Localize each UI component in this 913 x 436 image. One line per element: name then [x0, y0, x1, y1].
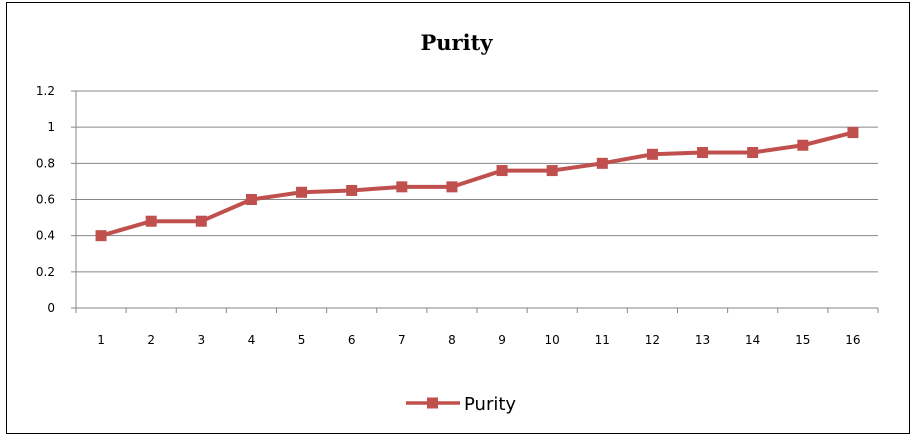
gridlines — [76, 90, 878, 273]
y-tick-label: 0.4 — [36, 229, 55, 243]
x-tick-label: 8 — [448, 333, 456, 347]
x-tick-label: 6 — [348, 333, 356, 347]
data-point-marker — [346, 184, 358, 196]
data-point-marker — [747, 146, 759, 158]
data-point-marker — [496, 165, 508, 177]
data-point-marker — [446, 181, 458, 193]
y-tick-label: 1 — [47, 120, 55, 134]
series-purity — [95, 127, 859, 242]
data-point-marker — [145, 215, 157, 227]
x-tick-label: 5 — [298, 333, 306, 347]
y-tick-label: 0.8 — [36, 156, 55, 170]
legend-marker-swatch — [427, 397, 438, 409]
x-tick-label: 2 — [147, 333, 155, 347]
data-point-marker — [797, 139, 809, 151]
x-tick-label: 11 — [595, 333, 610, 347]
x-tick-label: 15 — [795, 333, 810, 347]
y-tick-label: 1.2 — [36, 84, 55, 98]
axes — [71, 90, 879, 313]
series-line — [100, 130, 854, 238]
legend: Purity — [406, 394, 516, 415]
x-tick-labels: 1 2 3 4 5 6 7 8 9 10 11 12 13 14 15 16 — [97, 333, 860, 347]
x-tick-label: 9 — [498, 333, 506, 347]
x-tick-label: 14 — [745, 333, 760, 347]
legend-label-purity: Purity — [464, 394, 516, 415]
x-tick-label: 10 — [545, 333, 560, 347]
y-tick-label: 0.6 — [36, 193, 55, 207]
x-tick-label: 12 — [645, 333, 660, 347]
y-tick-label: 0.2 — [36, 265, 55, 279]
data-point-marker — [847, 127, 859, 139]
data-point-marker — [396, 181, 408, 193]
data-point-marker — [646, 148, 658, 160]
data-point-marker — [697, 146, 709, 158]
x-tick-label: 16 — [845, 333, 860, 347]
data-point-marker — [546, 165, 558, 177]
data-point-marker — [296, 186, 308, 198]
x-tick-label: 13 — [695, 333, 710, 347]
data-point-marker — [195, 215, 207, 227]
x-tick-label: 3 — [197, 333, 205, 347]
x-tick-label: 4 — [248, 333, 256, 347]
data-point-marker — [596, 157, 608, 169]
x-tick-label: 7 — [398, 333, 406, 347]
data-point-marker — [245, 194, 257, 205]
y-tick-labels: 0 0.2 0.4 0.6 0.8 1 1.2 — [36, 84, 55, 315]
chart-title: Purity — [420, 30, 493, 55]
data-point-marker — [95, 230, 107, 242]
y-tick-label: 0 — [47, 301, 55, 315]
x-tick-label: 1 — [97, 333, 105, 347]
